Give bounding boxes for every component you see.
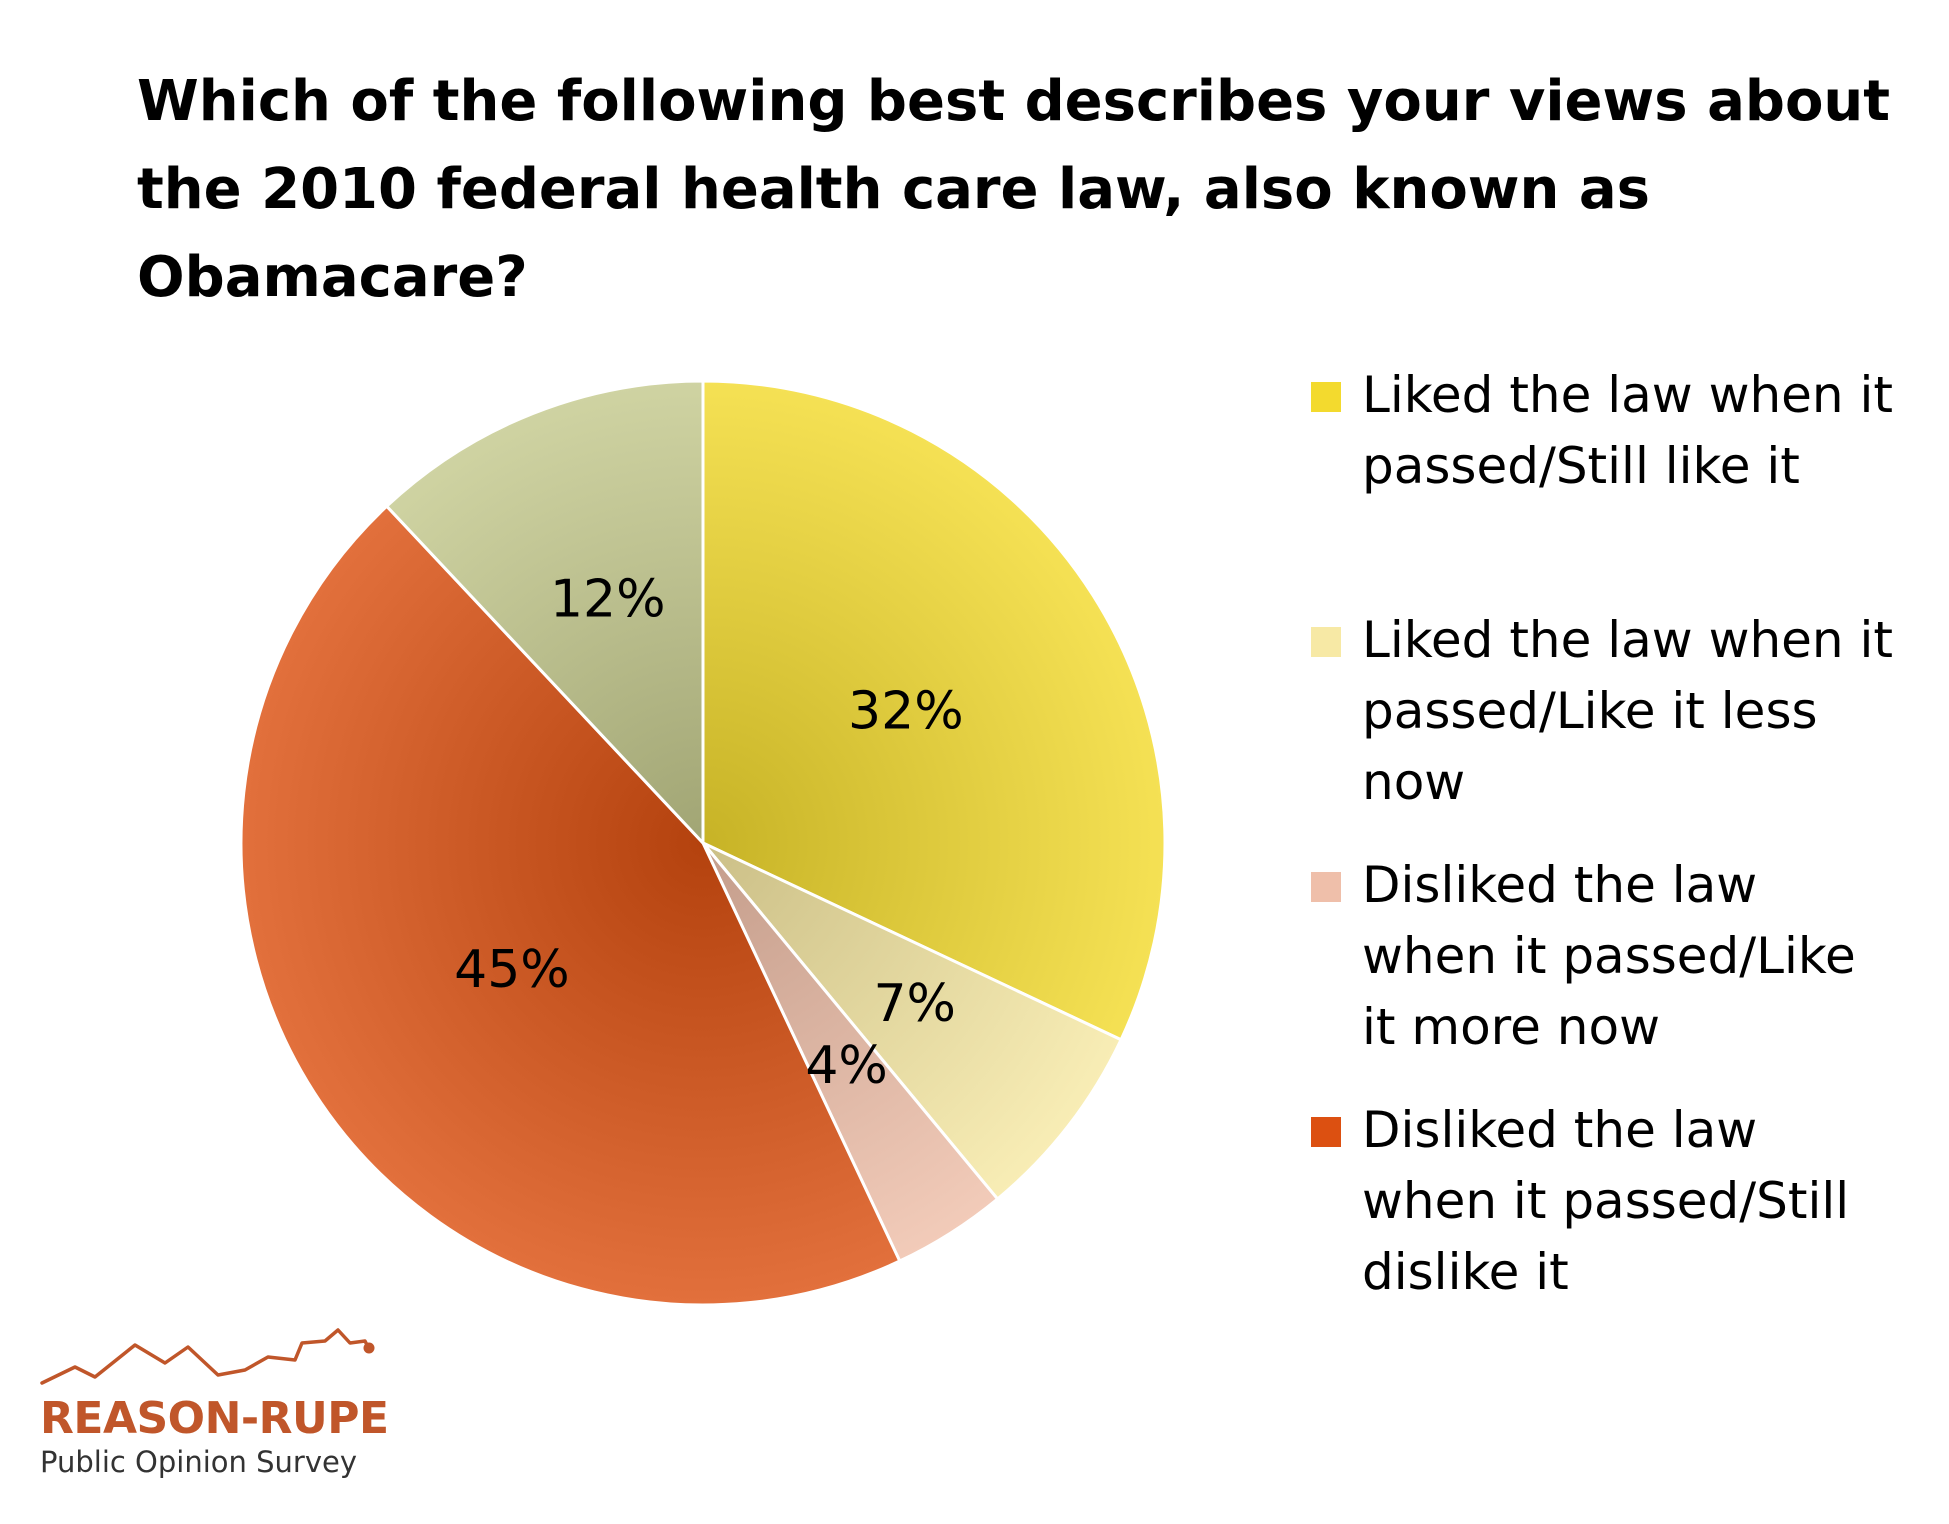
mountain-line-icon: [40, 1328, 375, 1385]
legend-label-still-dislike: Disliked the law when it passed/Still di…: [1362, 1101, 1850, 1301]
pie-data-labels: 32% 7%4% 45% 12%: [454, 569, 963, 1096]
legend-swatch-like-less: [1311, 627, 1341, 657]
logo-subtitle: Public Opinion Survey: [40, 1445, 357, 1479]
legend-swatch-still-dislike: [1311, 1117, 1341, 1147]
logo-brand-text: REASON-RUPE: [40, 1393, 389, 1444]
legend-label-still-like: Liked the law when it passed/Still like …: [1362, 366, 1894, 495]
legend-swatch-still-like: [1311, 382, 1341, 412]
reason-rupe-logo: REASON-RUPE Public Opinion Survey: [40, 1325, 400, 1485]
data-label-like-less: 7%: [873, 974, 956, 1034]
data-label-still-like: 32%: [848, 681, 964, 741]
data-label-like-more: 4%: [805, 1036, 888, 1096]
pie-slices: [239, 379, 1167, 1307]
legend-swatch-like-more: [1311, 872, 1341, 902]
data-label-still-dislike: 45%: [454, 940, 570, 1000]
chart-title-line-1: Which of the following best describes yo…: [137, 69, 1891, 134]
data-label-no-answer: 12%: [550, 569, 666, 629]
pie-slice-still-dislike: [239, 504, 902, 1307]
chart-title: Which of the following best describes yo…: [137, 58, 1897, 322]
chart-title-line-3: Obamacare?: [137, 245, 528, 310]
legend-label-like-less: Liked the law when it passed/Like it les…: [1362, 611, 1894, 811]
pie-slice-no-answer: [384, 379, 705, 847]
pie-slice-still-like: [701, 379, 1167, 1042]
pie-slice-like-less: [701, 841, 1124, 1202]
legend-label-like-more: Disliked the law when it passed/Like it …: [1362, 856, 1856, 1056]
chart-title-line-2: the 2010 federal health care law, also k…: [137, 157, 1651, 222]
